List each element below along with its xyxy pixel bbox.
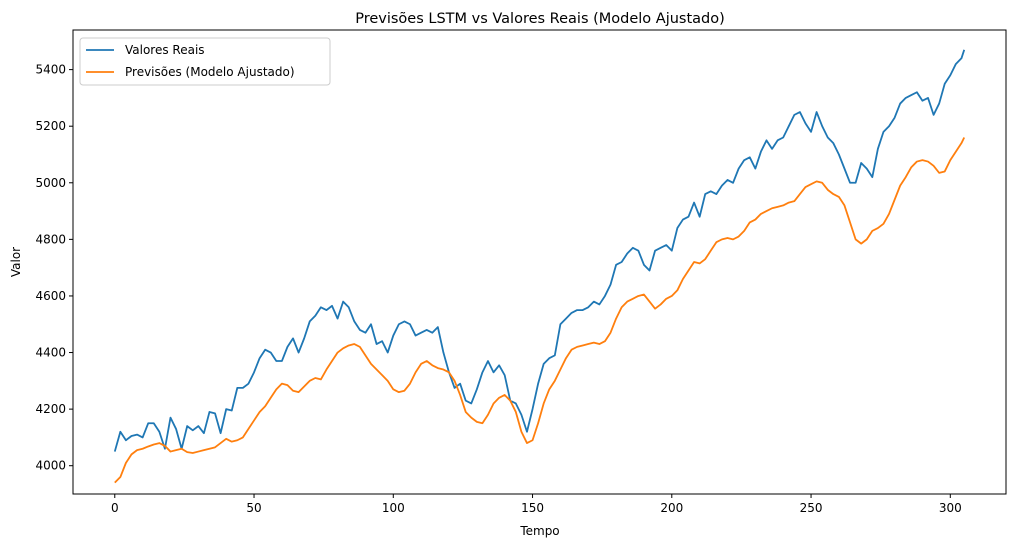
y-axis-label: Valor [9,247,23,277]
y-tick-label: 4400 [35,346,66,360]
series-line-1 [113,49,966,452]
y-tick-label: 4000 [35,459,66,473]
legend-label-2: Previsões (Modelo Ajustado) [125,65,295,79]
y-tick-label: 4800 [35,232,66,246]
legend-label-1: Valores Reais [125,43,205,57]
y-tick-label: 4200 [35,402,66,416]
plot-frame [72,29,1007,495]
x-axis-label: Tempo [519,524,559,538]
y-tick-label: 5400 [35,63,66,77]
x-tick-label: 200 [660,501,683,515]
x-tick-label: 300 [939,501,962,515]
legend: Valores Reais Previsões (Modelo Ajustado) [79,37,331,86]
y-tick-label: 5000 [35,176,66,190]
plot-area [113,49,966,484]
y-axis: 4000 4200 4400 4600 4800 5000 5200 5400 [35,63,73,473]
x-tick-label: 250 [800,501,823,515]
x-tick-label: 150 [521,501,544,515]
x-axis: 0 50 100 150 200 250 300 [111,494,962,515]
chart-title: Previsões LSTM vs Valores Reais (Modelo … [355,11,725,27]
x-tick-label: 50 [246,501,261,515]
x-tick-label: 0 [111,501,119,515]
series-line-2 [114,137,966,484]
y-tick-label: 5200 [35,119,66,133]
x-tick-label: 100 [382,501,405,515]
y-tick-label: 4600 [35,289,66,303]
legend-box [79,37,331,86]
